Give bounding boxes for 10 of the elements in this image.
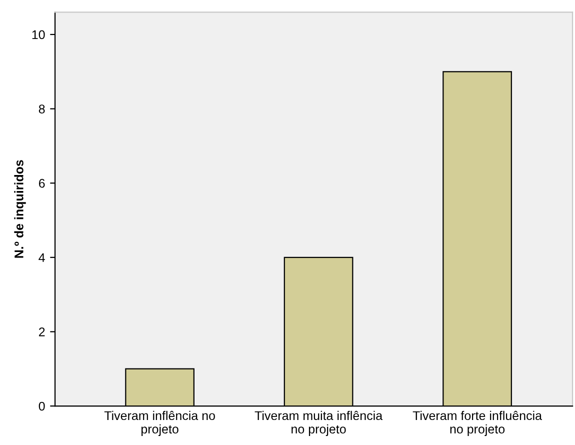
y-tick-label: 0 (38, 402, 45, 411)
y-axis-title: N.º de inquiridos (14, 160, 26, 258)
y-tick-label: 10 (32, 30, 45, 40)
x-tick-label: Tiveram inflência no projeto (104, 410, 215, 436)
y-tick-label: 2 (38, 328, 45, 336)
x-tick-label: Tiveram muita inflência no projeto (254, 410, 383, 436)
y-tick-label: 4 (38, 253, 45, 262)
y-tick-label: 8 (38, 104, 45, 114)
y-tick-label: 6 (38, 178, 45, 188)
x-tick-label: Tiveram forte influência no projeto (412, 410, 542, 436)
